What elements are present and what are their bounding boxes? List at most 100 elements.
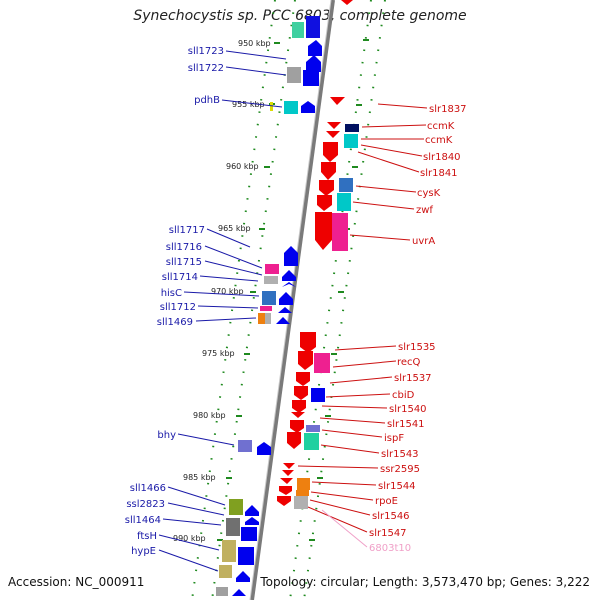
reverse-strand-genes [277, 0, 359, 509]
gene-arrow [306, 55, 321, 72]
gene-arrow [341, 0, 353, 5]
outer-guide-line-left [191, 0, 276, 600]
gene-block [258, 313, 265, 324]
gene-label-left[interactable]: bhy [157, 430, 176, 441]
gene-label-right[interactable]: ssr2595 [380, 464, 420, 475]
gene-arrow [296, 372, 310, 386]
gene-arrow [236, 571, 250, 582]
gene-label-left[interactable]: hypE [131, 546, 156, 557]
topology-text: Topology: circular; Length: 3,573,470 bp… [260, 575, 590, 589]
inner-guide-line-left [211, 0, 296, 600]
gene-arrow [279, 292, 293, 305]
gene-arrow [291, 412, 305, 418]
gene-label-right[interactable]: recQ [397, 357, 421, 368]
gene-arrow [280, 478, 293, 484]
gene-label-right[interactable]: slr1544 [378, 481, 416, 492]
gene-label-left[interactable]: pdhB [194, 95, 220, 106]
gene-block [311, 388, 325, 402]
gene-block [304, 433, 319, 450]
gene-block [287, 67, 301, 83]
gene-label-left[interactable]: sll1464 [125, 515, 161, 526]
gene-block [226, 518, 240, 536]
gene-label-left[interactable]: hisC [161, 288, 182, 299]
gene-label-right[interactable]: ccmK [425, 135, 453, 146]
gene-label-right[interactable]: cbiD [392, 390, 415, 401]
scale-label-975: 975 kbp [202, 349, 235, 358]
gene-block [296, 490, 309, 496]
outer-guide-line-right [303, 0, 386, 600]
gene-label-right[interactable]: uvrA [412, 236, 435, 247]
gene-block [294, 496, 308, 509]
gene-arrow [282, 270, 296, 281]
gene-block [306, 425, 320, 432]
scale-label-980: 980 kbp [193, 411, 226, 420]
gene-block [222, 540, 236, 562]
gene-label-right[interactable]: slr1840 [423, 152, 461, 163]
gene-block [292, 22, 304, 38]
gene-arrow [279, 486, 292, 495]
gene-label-right[interactable]: ccmK [427, 121, 455, 132]
gene-arrow [321, 162, 336, 180]
gene-label-right[interactable]: slr1837 [429, 104, 467, 115]
gene-label-left[interactable]: sll1723 [188, 46, 224, 57]
gene-label-left[interactable]: sll1715 [166, 257, 202, 268]
gene-arrow [245, 517, 259, 525]
gene-label-left[interactable]: sll1712 [160, 302, 196, 313]
gene-arrow [232, 589, 246, 596]
gene-arrow [301, 101, 315, 113]
map-title: Synechocystis sp. PCC 6803, complete gen… [133, 8, 467, 24]
gene-block [219, 565, 232, 578]
gene-label-right[interactable]: slr1540 [389, 404, 427, 415]
trna-label[interactable]: 6803t10 [369, 543, 411, 554]
gene-label-right[interactable]: slr1537 [394, 373, 432, 384]
trna-callout-line [321, 509, 368, 548]
gene-arrow [277, 496, 291, 506]
gene-block [284, 101, 298, 114]
gene-label-left[interactable]: sll1466 [130, 483, 166, 494]
gene-block [260, 306, 272, 311]
gene-label-left[interactable]: sll1716 [166, 242, 202, 253]
gene-label-right[interactable]: ispF [384, 433, 404, 444]
gene-label-left[interactable]: ssl2823 [126, 499, 165, 510]
gene-label-right[interactable]: slr1546 [372, 511, 410, 522]
scale-label-985: 985 kbp [183, 473, 216, 482]
gene-block [297, 478, 310, 490]
gene-arrow [323, 142, 338, 162]
gene-label-right[interactable]: slr1535 [398, 342, 436, 353]
gene-block [265, 264, 279, 274]
gene-arrow [287, 432, 301, 449]
gene-label-left[interactable]: sll1717 [169, 225, 205, 236]
gene-label-right[interactable]: slr1841 [420, 168, 458, 179]
inner-guide-line-right [289, 0, 372, 600]
gene-arrow [282, 470, 294, 476]
gene-block [314, 353, 330, 373]
gene-label-left[interactable]: ftsH [137, 531, 157, 542]
gene-arrow [315, 212, 332, 250]
gene-label-right[interactable]: cysK [417, 188, 441, 199]
gene-block [216, 587, 228, 596]
gene-block [265, 313, 271, 324]
gene-block [238, 547, 254, 565]
forward-strand-genes [216, 16, 322, 596]
gene-label-right[interactable]: rpoE [375, 496, 398, 507]
gene-arrow [245, 505, 259, 516]
gene-label-right[interactable]: slr1547 [369, 528, 407, 539]
gene-label-left[interactable]: sll1714 [162, 272, 198, 283]
scale-label-990: 990 kbp [173, 534, 206, 543]
gene-block [337, 193, 351, 211]
scale-label-955: 955 kbp [232, 100, 265, 109]
gene-block [229, 499, 243, 515]
scale-label-950: 950 kbp [238, 39, 271, 48]
gene-label-right[interactable]: slr1541 [387, 419, 425, 430]
gene-arrow [319, 180, 334, 196]
gene-block [270, 102, 273, 111]
gene-label-left[interactable]: sll1722 [188, 63, 224, 74]
gene-label-right[interactable]: slr1543 [381, 449, 419, 460]
right-callout-lines [297, 103, 428, 533]
gene-arrow [282, 282, 296, 287]
gene-arrow [327, 122, 341, 129]
gene-label-right[interactable]: zwf [416, 205, 433, 216]
gene-label-left[interactable]: sll1469 [157, 317, 193, 328]
